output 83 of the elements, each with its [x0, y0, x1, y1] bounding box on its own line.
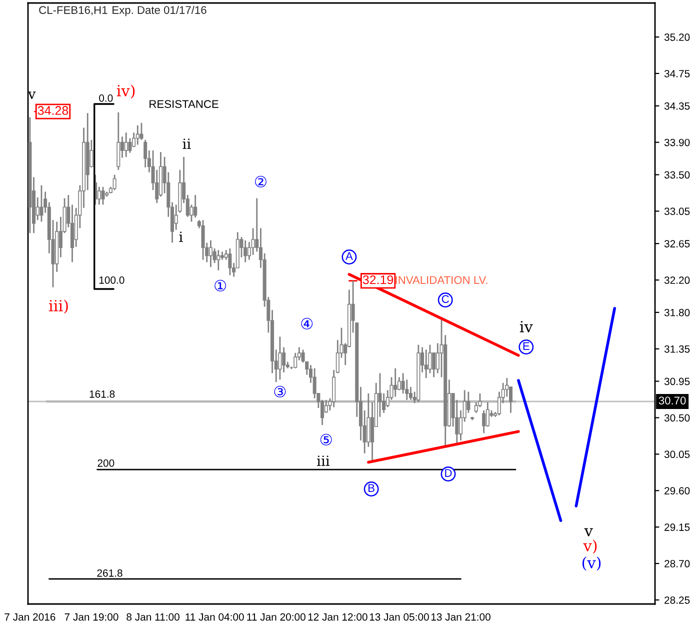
candlestick — [201, 219, 205, 260]
y-tick-label: 33.90 — [664, 138, 690, 146]
x-tick-label: 7 Jan 2016 — [4, 613, 56, 621]
annotation: iv) — [116, 84, 135, 99]
candlestick — [432, 352, 436, 378]
annotation: ② — [255, 176, 266, 188]
y-tick-label: 33.50 — [664, 171, 690, 179]
annotation: B — [368, 484, 374, 492]
y-tick-label: 30.05 — [664, 450, 690, 458]
annotation: ④ — [301, 318, 313, 330]
candlestick — [101, 186, 105, 206]
y-tick-label: 30.95 — [664, 378, 690, 386]
y-tick-label: 34.35 — [664, 102, 690, 110]
annotation: C — [442, 295, 449, 303]
candlestick — [144, 139, 148, 168]
candlestick — [140, 122, 144, 141]
annotation: ⑤ — [320, 434, 332, 446]
candlestick — [482, 410, 486, 434]
candlestick — [251, 227, 255, 256]
y-tick-label: 32.65 — [664, 240, 690, 248]
annotation: (v) — [582, 556, 601, 571]
annotation: iii) — [49, 300, 68, 314]
y-tick-label: 29.15 — [664, 524, 690, 531]
candlestick — [124, 132, 128, 158]
candlestick — [244, 240, 248, 263]
annotation: 0.0 — [99, 94, 113, 102]
annotation: ii — [182, 138, 191, 149]
annotation: RESISTANCE — [150, 100, 218, 108]
x-tick-label: 13 Jan 05:00 — [370, 613, 429, 621]
annotation: 100.0 — [99, 276, 124, 284]
candlestick — [394, 368, 398, 398]
y-tick-label: 35.20 — [664, 34, 690, 41]
x-tick-label: 13 Jan 21:00 — [431, 613, 490, 621]
candlestick — [428, 344, 432, 374]
candlestick — [97, 186, 101, 206]
y-tick-label: 34.75 — [664, 70, 690, 78]
x-tick-label: 12 Jan 12:00 — [308, 613, 368, 621]
candlestick — [278, 336, 282, 380]
annotation: 261.8 — [97, 569, 122, 577]
annotation: ③ — [274, 386, 286, 398]
candlestick — [228, 248, 232, 276]
y-tick-label: 32.20 — [664, 276, 690, 284]
y-tick-label: 33.05 — [664, 208, 690, 216]
candlestick — [112, 174, 116, 191]
annotation: A — [346, 252, 353, 260]
annotation: 200 — [98, 459, 114, 467]
candlestick — [424, 348, 428, 379]
annotation: D — [445, 469, 452, 477]
annotation: i — [179, 232, 183, 242]
annotation: INVALIDATION LV. — [396, 276, 488, 284]
x-tick-label: 8 Jan 11:00 — [126, 613, 180, 621]
chart-subtitle: Exp. Date 01/17/16 — [112, 6, 206, 16]
chart-title: CL-FEB16,H1 — [39, 6, 108, 16]
candlestick — [324, 399, 328, 414]
x-tick-label: 7 Jan 19:00 — [64, 613, 118, 621]
y-tick-label: 31.35 — [664, 345, 690, 353]
candlestick — [466, 391, 470, 414]
annotation: ① — [214, 280, 226, 292]
candlestick — [216, 249, 220, 271]
candlestick — [208, 240, 212, 268]
x-tick-label: 11 Jan 20:00 — [247, 613, 306, 621]
ref-line-label: 32.19 — [362, 275, 394, 284]
y-tick-label: 31.80 — [664, 308, 690, 316]
candlestick — [136, 124, 140, 146]
annotation: iii — [317, 456, 330, 466]
annotation: E — [523, 342, 530, 350]
x-tick-label: 11 Jan 04:00 — [186, 613, 244, 621]
annotation: v) — [583, 540, 597, 554]
annotation: v — [584, 528, 593, 536]
ref-line-label: 30.70 — [658, 396, 686, 404]
candlestick — [312, 368, 316, 399]
ref-line-label: 34.28 — [38, 106, 68, 115]
y-tick-label: 28.25 — [664, 596, 690, 604]
annotation: iv — [520, 320, 533, 332]
annotation: v — [28, 92, 36, 99]
y-tick-label: 30.50 — [664, 414, 690, 422]
y-tick-label: 28.70 — [664, 560, 690, 568]
candlestick — [128, 138, 132, 154]
candlestick — [282, 346, 286, 374]
annotation: 161.8 — [90, 390, 115, 398]
y-tick-label: 29.60 — [664, 487, 690, 494]
candlestick — [194, 194, 198, 218]
candlestick — [40, 184, 44, 222]
